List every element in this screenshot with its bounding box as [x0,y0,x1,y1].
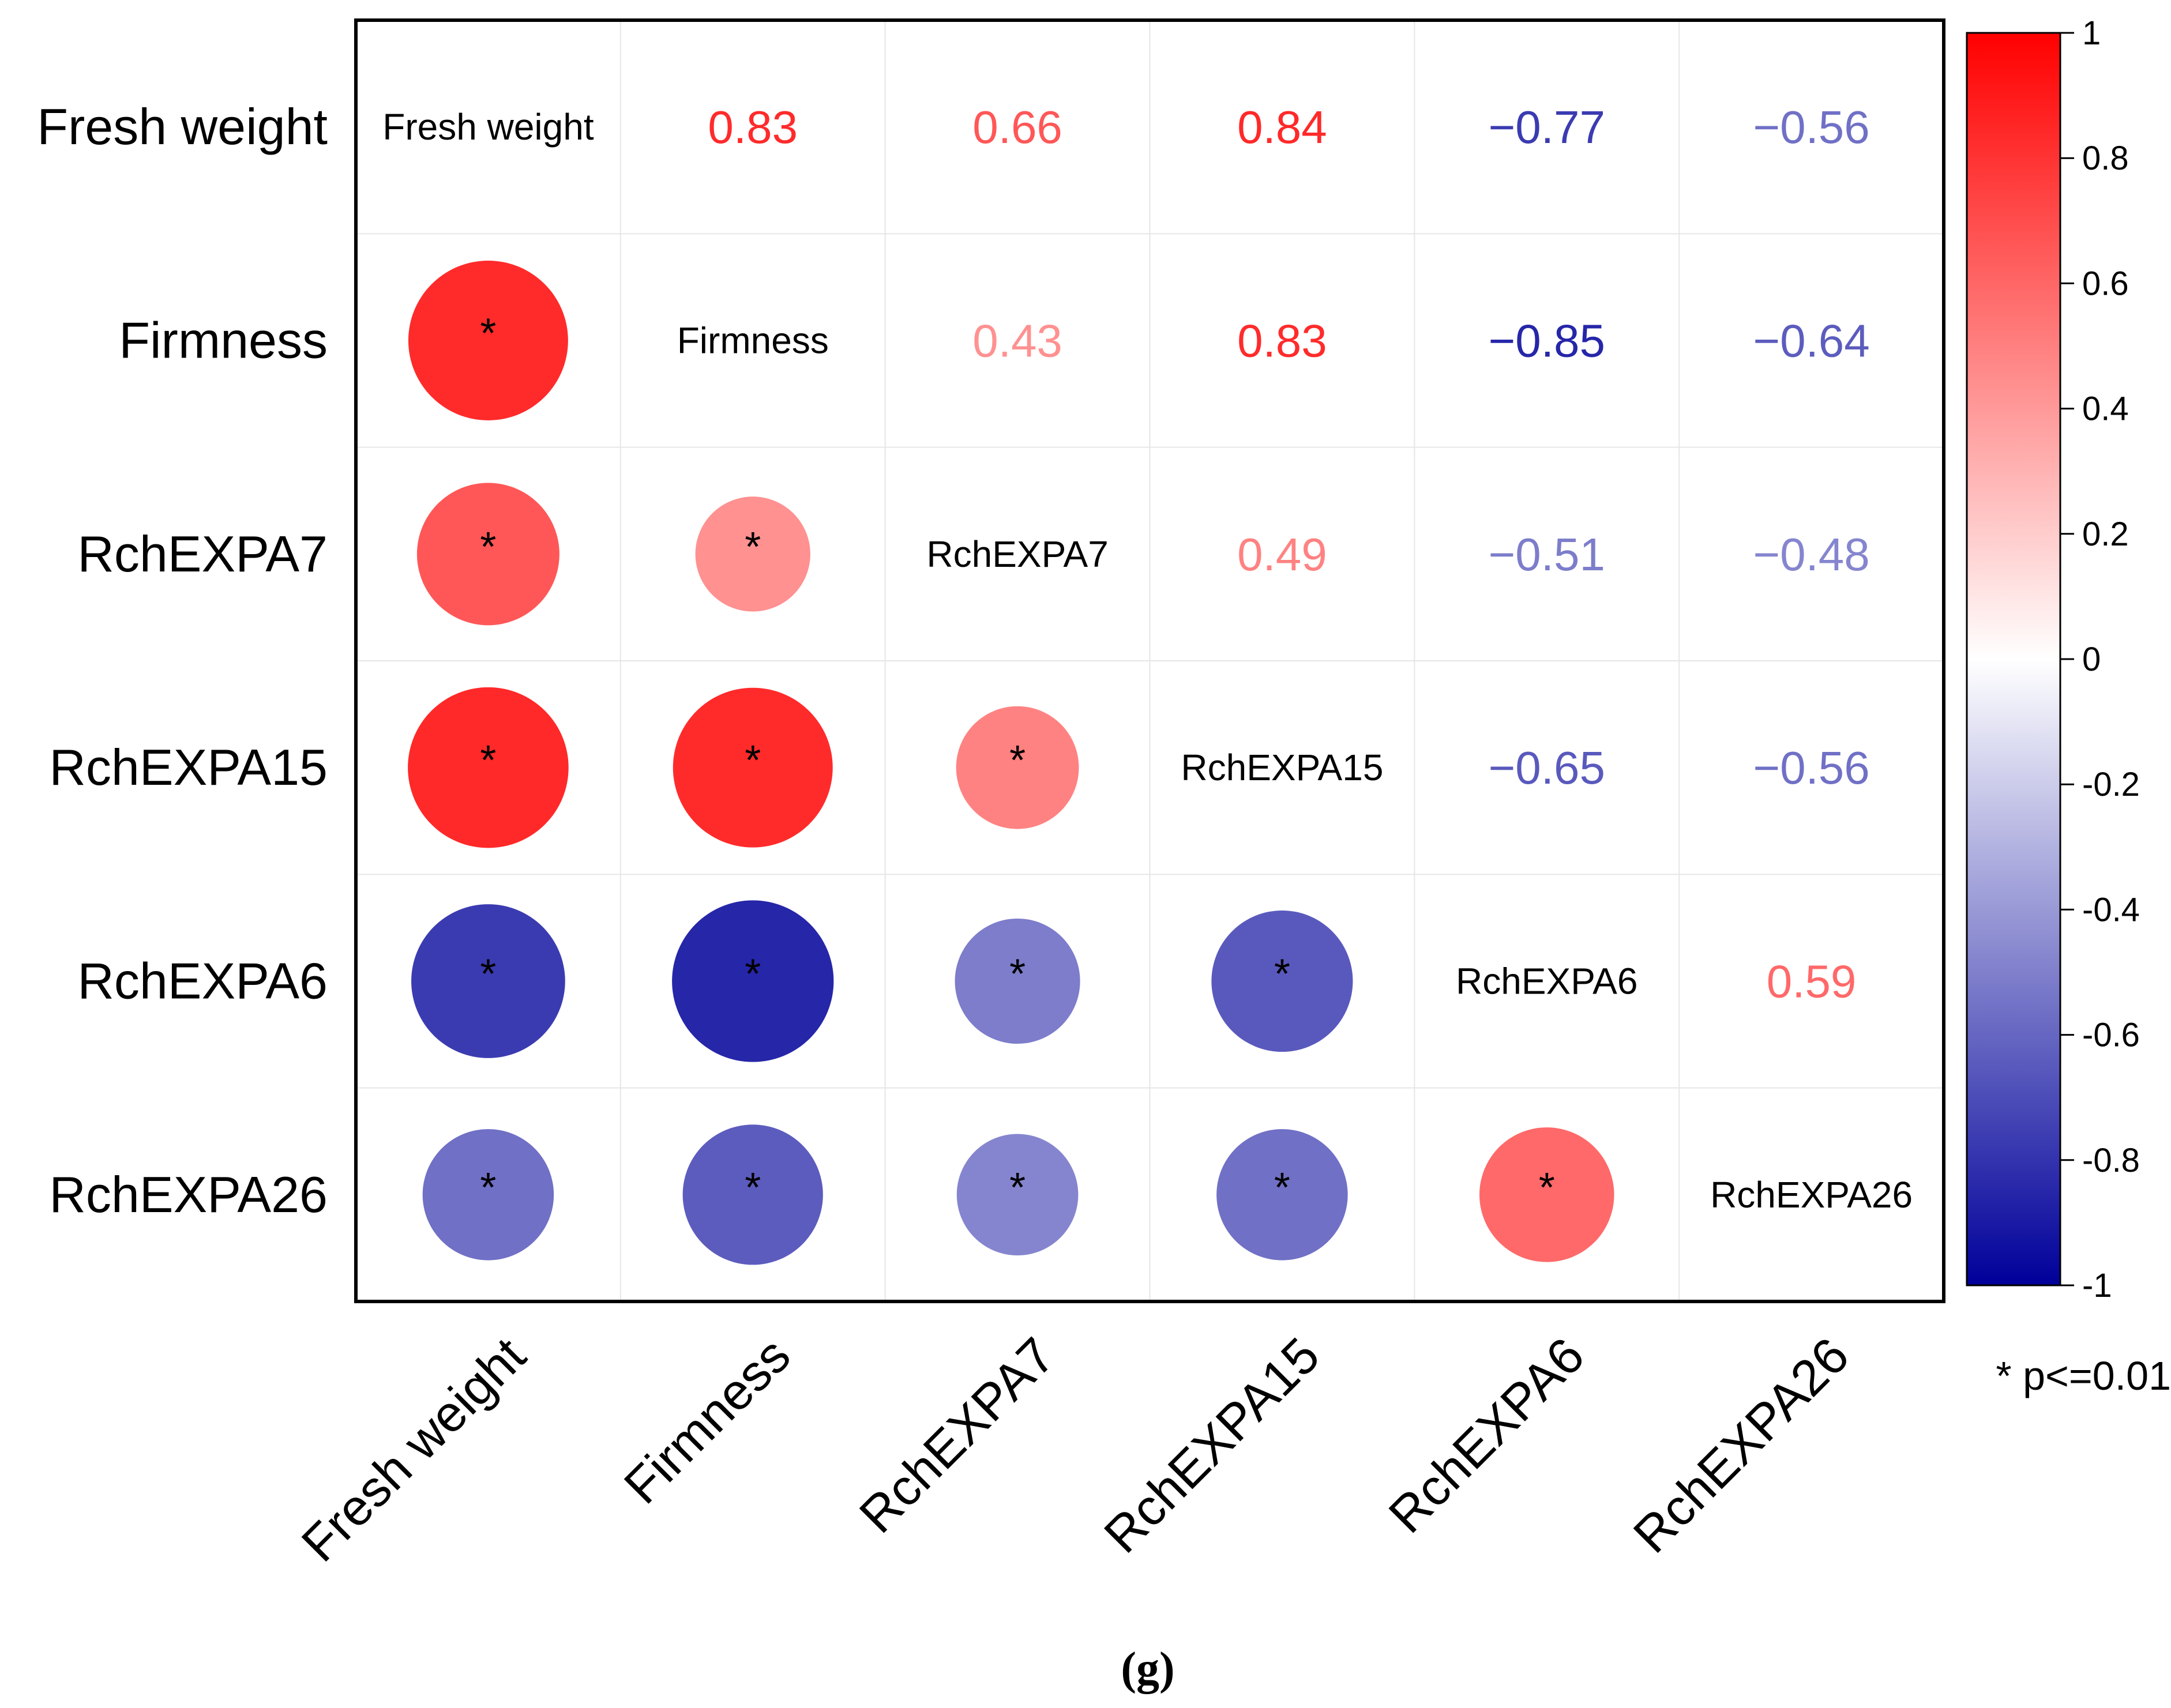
correlation-value: −0.85 [1489,315,1605,367]
correlation-value: −0.48 [1753,529,1869,580]
colorbar-gradient [1966,32,2061,1286]
colorbar-tick-label: -0.8 [2082,1142,2140,1179]
correlation-circle [411,904,565,1058]
correlation-circle [1211,910,1353,1052]
significance-star: * [480,738,496,784]
significance-star: * [480,311,496,357]
significance-star: * [480,524,496,570]
diagonal-label-1: Firmness [677,320,829,362]
correlation-circle [695,496,810,612]
row-label-5: RchEXPA26 [49,1166,328,1223]
plot-frame [354,18,1945,1303]
correlation-value: 0.43 [972,315,1062,367]
significance-star: * [1009,738,1026,784]
diagonal-label-2: RchEXPA7 [926,533,1108,575]
significance-star: * [480,1165,496,1211]
diagonal-label-3: RchEXPA15 [1181,747,1383,788]
row-labels: Fresh weight Firmness RchEXPA7 RchEXPA15 Rch… [37,98,328,1223]
correlation-value: 0.83 [1237,315,1327,367]
correlation-circle [672,900,834,1062]
diagonal-label-0: Fresh weight [382,106,594,148]
significance-star: * [1009,951,1026,998]
correlation-circle [408,687,569,848]
correlation-value: −0.51 [1489,529,1605,580]
colorbar-tick-label: -1 [2082,1267,2112,1304]
correlation-circle [1479,1127,1614,1262]
correlation-circle [422,1129,554,1261]
colorbar-tick-label: 0.4 [2082,390,2129,428]
colorbar-tick-label: 0.6 [2082,265,2129,302]
significance-note: * p<=0.01 [1996,1353,2171,1398]
colorbar-ticks: 1 0.8 0.6 0.4 0.2 0 -0.2 -0.4 -0.6 -0.8 -1 [2060,14,2140,1304]
significance-star: * [480,951,496,998]
correlation-value: −0.56 [1753,101,1869,153]
correlation-value: 0.84 [1237,101,1327,153]
colorbar-tick-label: 0.2 [2082,516,2129,553]
correlation-circle [955,918,1080,1044]
correlation-value: −0.77 [1489,101,1605,153]
significance-star: * [745,1165,761,1211]
correlation-value: 0.66 [972,101,1062,153]
diagonal-label-4: RchEXPA6 [1456,961,1637,1002]
colorbar-tick-label: -0.6 [2082,1017,2140,1054]
row-label-4: RchEXPA6 [77,953,328,1010]
figure-caption: (g) [1121,1643,1174,1694]
correlation-value: 0.49 [1237,529,1327,580]
grid-lines [356,20,1944,1301]
matrix-cells: Fresh weight 0.83 0.66 0.84 −0.77 −0.56 * Firmn… [382,101,1913,1265]
significance-star: * [745,738,761,784]
colorbar-tick-label: 0 [2082,641,2101,678]
correlation-value: −0.64 [1753,315,1869,367]
row-label-1: Firmness [119,312,328,369]
correlation-circle [673,687,833,848]
significance-star: * [1539,1165,1555,1211]
correlation-value: −0.65 [1489,742,1605,793]
significance-star: * [1009,1165,1026,1211]
correlation-value: −0.56 [1753,742,1869,793]
significance-star: * [745,951,761,998]
row-label-3: RchEXPA15 [49,739,328,796]
correlation-circle [416,483,559,626]
row-label-2: RchEXPA7 [77,525,328,582]
row-label-0: Fresh weight [37,98,328,155]
correlation-value: 0.83 [708,101,798,153]
significance-star: * [1274,951,1290,998]
colorbar: 1 0.8 0.6 0.4 0.2 0 -0.2 -0.4 -0.6 -0.8 -1 [1966,14,2140,1304]
colorbar-tick-label: 0.8 [2082,140,2129,177]
colorbar-tick-label: -0.4 [2082,891,2140,928]
diagonal-label-5: RchEXPA26 [1710,1174,1913,1216]
colorbar-tick-label: -0.2 [2082,766,2140,803]
correlation-circle [408,261,568,420]
significance-star: * [745,524,761,570]
correlation-value: 0.59 [1767,956,1857,1007]
colorbar-tick-label: 1 [2082,14,2101,52]
correlation-circle [956,706,1079,829]
correlation-circle [1216,1129,1348,1261]
correlation-circle [956,1134,1079,1256]
correlation-circle [682,1124,823,1265]
significance-star: * [1274,1165,1290,1211]
